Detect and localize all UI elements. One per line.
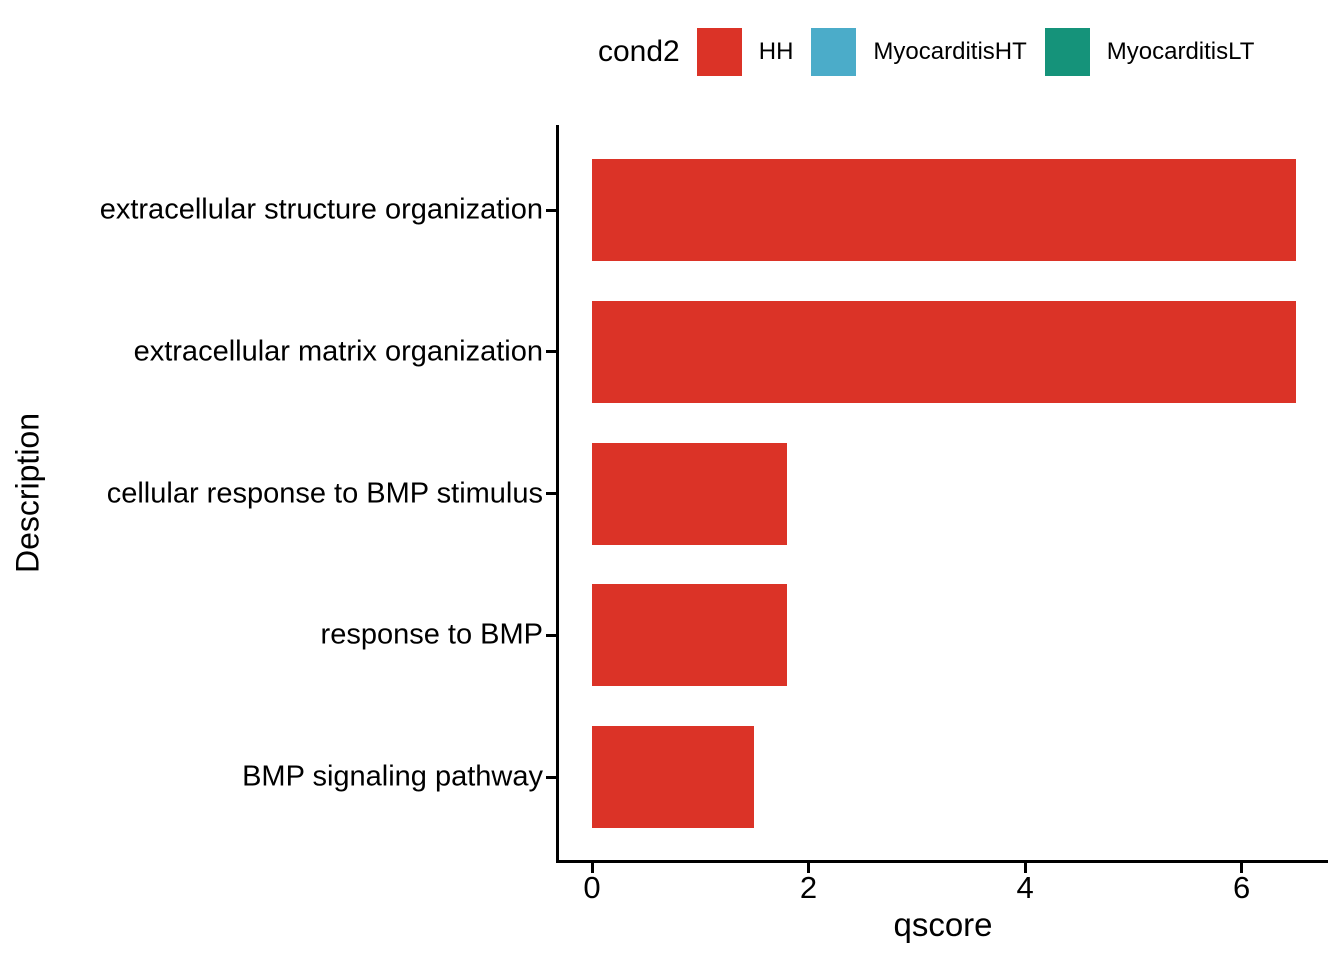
legend-swatch-icon (696, 28, 742, 76)
y-axis-title: Description (9, 412, 45, 574)
y-category-label: response to BMP (320, 618, 543, 651)
legend-item-myocarditisht: MyocarditisHT (811, 28, 1027, 76)
bar-hh-1 (592, 300, 1296, 403)
y-tick-mark (546, 492, 556, 495)
legend: cond2 HH MyocarditisHT MyocarditisLT (598, 22, 1254, 82)
x-tick-label: 2 (799, 870, 818, 905)
legend-title: cond2 (598, 35, 680, 68)
x-tick-label: 6 (1232, 870, 1251, 905)
x-tick-label: 0 (583, 870, 601, 905)
legend-swatch-icon (1044, 28, 1090, 76)
bar-hh-0 (592, 159, 1296, 261)
legend-item-myocarditislt: MyocarditisLT (1044, 28, 1255, 76)
legend-label: HH (758, 38, 794, 65)
y-tick-mark (546, 208, 556, 212)
y-category-label: extracellular matrix organization (133, 335, 543, 368)
y-tick-mark (546, 350, 556, 354)
x-tick-mark (590, 863, 594, 873)
y-tick-mark (546, 633, 556, 637)
legend-item-hh: HH (696, 28, 794, 76)
x-tick-mark (1240, 863, 1244, 873)
x-tick-mark (807, 863, 811, 873)
y-tick-mark (546, 775, 556, 779)
x-tick-label: 4 (1016, 870, 1034, 905)
legend-label: MyocarditisHT (873, 38, 1027, 65)
x-axis-line (556, 860, 1328, 863)
bar-hh-2 (592, 442, 787, 545)
bar-hh-4 (592, 726, 755, 828)
y-category-label: extracellular structure organization (99, 193, 543, 226)
legend-swatch-icon (811, 28, 857, 76)
y-category-label: BMP signaling pathway (242, 760, 543, 793)
x-axis-title: qscore (893, 906, 993, 943)
legend-label: MyocarditisLT (1106, 38, 1255, 65)
x-tick-mark (1023, 863, 1027, 873)
y-axis-line (556, 125, 559, 863)
bar-hh-3 (592, 584, 787, 687)
y-category-label: cellular response to BMP stimulus (106, 477, 543, 509)
legend-items: HH MyocarditisHT MyocarditisLT (696, 28, 1255, 76)
